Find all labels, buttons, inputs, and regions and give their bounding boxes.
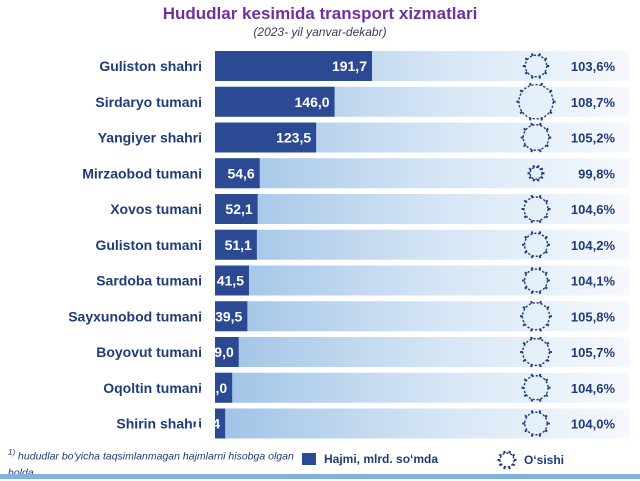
growth-label: 104,2% <box>571 238 616 253</box>
legend-volume-label: Hajmi, mlrd. so‘mda <box>324 452 439 466</box>
bar-5 <box>215 229 257 260</box>
growth-gear-icon <box>520 122 552 153</box>
growth-gear-icon <box>516 82 556 121</box>
legend-volume: Hajmi, mlrd. so‘mda <box>302 452 438 466</box>
bar-chart: Guliston shahri 191,7 103,6% Sirdaryo tuman… <box>68 51 630 439</box>
growth-label: 104,6% <box>571 381 616 396</box>
row-band <box>215 372 630 403</box>
region-label: Sirdaryo tumani <box>95 94 202 110</box>
bar-9 <box>215 372 233 403</box>
growth-gear-icon <box>521 373 551 402</box>
growth-label: 104,0% <box>571 417 616 432</box>
growth-label: 108,7% <box>571 95 616 110</box>
bottom-rule <box>0 474 640 479</box>
value-label: 146,0 <box>295 94 330 110</box>
bar-8 <box>215 337 239 367</box>
value-label: 51,1 <box>225 237 252 253</box>
growth-label: 103,6% <box>571 59 616 74</box>
growth-label: 105,2% <box>571 131 616 146</box>
bar-1 <box>215 86 335 117</box>
legend-growth-label: O‘sishi <box>524 453 565 467</box>
growth-gear-icon <box>522 231 550 259</box>
legend-growth-gear-icon <box>497 450 517 470</box>
row-band <box>215 158 630 189</box>
bar-3 <box>215 158 260 189</box>
value-label: 39,5 <box>215 308 242 324</box>
row-band <box>215 194 630 224</box>
region-label: Sayxunobod tumani <box>68 308 202 324</box>
region-label: Guliston tumani <box>95 237 202 253</box>
region-label: Oqoltin tumani <box>103 380 202 396</box>
value-label: 52,1 <box>225 201 252 217</box>
region-label: Xovos tumani <box>110 201 202 217</box>
value-label: 54,6 <box>227 165 254 181</box>
chart-title: Hududlar kesimida transport xizmatlari <box>162 4 478 23</box>
bar-7 <box>215 301 248 332</box>
growth-gear-icon <box>520 300 552 332</box>
growth-label: 99,8% <box>578 166 615 181</box>
bar-4 <box>215 194 258 224</box>
legend-growth: O‘sishi <box>496 449 564 471</box>
row-band <box>215 229 630 260</box>
growth-label: 104,1% <box>571 274 616 289</box>
growth-label: 104,6% <box>571 202 616 217</box>
region-label: Mirzaobod tumani <box>82 165 202 181</box>
growth-gear-icon <box>521 194 551 224</box>
growth-label: 105,7% <box>571 345 616 360</box>
chart-subtitle: (2023- yil yanvar-dekabr) <box>253 25 387 39</box>
value-label: 29,0 <box>207 344 234 360</box>
growth-gear-icon <box>522 266 550 295</box>
growth-gear-icon <box>527 164 545 182</box>
region-label: Guliston shahri <box>99 58 202 74</box>
region-label: Sardoba tumani <box>96 273 202 289</box>
row-band <box>215 337 630 367</box>
bar-2 <box>215 122 317 153</box>
row-band <box>215 408 630 439</box>
growth-gear-icon <box>520 336 552 368</box>
value-label: 41,5 <box>217 273 244 289</box>
footnote-marker: 1) <box>8 448 16 457</box>
region-label: Shirin shahri <box>116 416 202 432</box>
legend-volume-swatch <box>302 453 316 465</box>
bar-10 <box>215 408 226 439</box>
bar-0 <box>215 51 372 81</box>
value-label: 123,5 <box>276 130 311 146</box>
region-label: Yangiyer shahri <box>98 130 202 146</box>
value-label: 12,4 <box>193 416 220 432</box>
row-band <box>215 265 630 296</box>
value-label: 191,7 <box>332 58 367 74</box>
bar-6 <box>215 265 249 296</box>
row-band <box>215 301 630 332</box>
growth-gear-icon <box>522 53 550 79</box>
legend-gear-shape <box>497 450 517 470</box>
region-label: Boyovut tumani <box>96 344 202 360</box>
value-label: 21,0 <box>200 380 227 396</box>
growth-label: 105,8% <box>571 309 616 324</box>
growth-gear-icon <box>522 410 550 437</box>
